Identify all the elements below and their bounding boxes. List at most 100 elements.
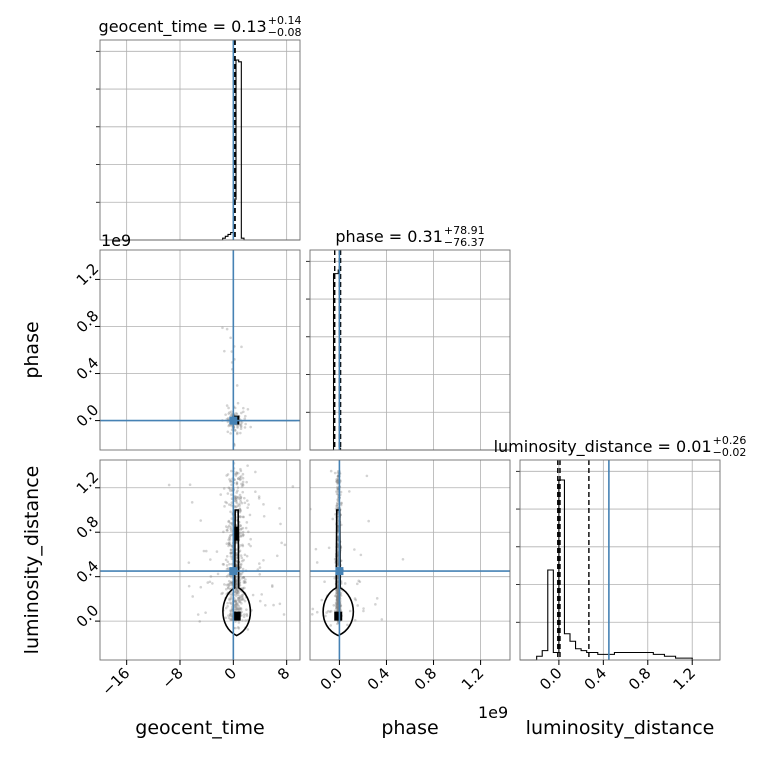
sample-point [229, 521, 232, 525]
sample-point [227, 503, 231, 506]
sample-point [331, 517, 335, 521]
density-contour [322, 509, 354, 637]
sample-point [235, 586, 238, 589]
sample-point [380, 618, 384, 621]
sample-point [241, 567, 245, 571]
sample-point [237, 598, 241, 602]
sample-point [235, 481, 239, 484]
sample-point [224, 558, 228, 562]
sample-point [320, 598, 324, 602]
sample-point [242, 579, 246, 583]
sample-point [241, 515, 245, 519]
sample-point [239, 528, 243, 531]
sample-point [242, 533, 245, 537]
sample-point [335, 602, 338, 606]
sample-point [335, 603, 338, 606]
sample-point [335, 607, 339, 610]
sample-point [235, 603, 238, 606]
sample-point [236, 598, 240, 602]
sample-point [238, 475, 242, 479]
sample-point [187, 584, 191, 588]
sample-point [336, 601, 339, 605]
sample-point [314, 547, 318, 551]
sample-point [239, 535, 243, 538]
sample-point [291, 485, 295, 488]
title-plus: +0.14 [268, 14, 302, 27]
sample-point [227, 538, 230, 542]
density-peak [232, 611, 241, 621]
sample-point [237, 621, 241, 624]
sample-point [167, 483, 171, 487]
sample-point [242, 406, 245, 410]
sample-point [237, 607, 240, 611]
sample-point [244, 414, 247, 418]
sample-point [336, 600, 339, 604]
sample-point [227, 584, 231, 588]
sample-point [236, 603, 240, 606]
sample-point [241, 586, 245, 590]
sample-point [216, 431, 219, 434]
sample-point [239, 563, 242, 567]
sample-point [240, 482, 243, 486]
sample-point [280, 541, 283, 545]
sample-point [336, 485, 339, 489]
sample-point [335, 605, 339, 609]
sample-point [230, 593, 234, 597]
sample-point [228, 587, 232, 591]
sample-point [230, 529, 233, 533]
sample-point [236, 593, 240, 596]
sample-point [336, 502, 340, 506]
sample-point [235, 584, 239, 587]
sample-point [238, 478, 242, 482]
sample-point [335, 595, 339, 599]
sample-point [234, 474, 238, 477]
title-minus: −0.02 [713, 446, 747, 459]
sample-point [249, 544, 252, 548]
sample-point [188, 483, 192, 487]
histogram-step [100, 59, 300, 241]
sample-point [221, 562, 225, 566]
sample-point [238, 549, 242, 553]
sample-point [226, 567, 230, 570]
sample-point [224, 606, 228, 610]
sample-point [336, 595, 340, 598]
sample-point [336, 487, 340, 491]
sample-point [247, 530, 250, 534]
sample-point [359, 553, 363, 557]
sample-point [329, 609, 333, 613]
sample-point [240, 594, 244, 597]
sample-point [228, 535, 232, 539]
sample-point [272, 603, 275, 607]
sample-point [325, 611, 328, 614]
sample-point [240, 411, 243, 415]
sample-point [257, 497, 261, 500]
sample-point [235, 481, 239, 485]
sample-point [335, 501, 339, 505]
sample-point [238, 596, 242, 600]
sample-point [335, 591, 339, 595]
sample-point [251, 593, 255, 597]
sample-point [315, 561, 319, 564]
sample-point [262, 558, 265, 562]
sample-point [336, 608, 339, 612]
sample-point [227, 524, 231, 528]
sample-point [246, 464, 249, 467]
sample-point [249, 425, 252, 429]
sample-point [235, 491, 239, 494]
sample-point [278, 507, 281, 510]
sample-point [237, 591, 241, 594]
sample-point [233, 599, 237, 603]
sample-point [229, 336, 232, 340]
sample-point [229, 432, 232, 435]
sample-point [235, 581, 238, 585]
x-axis-label: luminosity_distance [526, 717, 715, 739]
sample-point [245, 608, 248, 611]
sample-point [365, 474, 369, 478]
sample-point [335, 588, 338, 592]
sample-point [219, 493, 223, 496]
sample-point [228, 480, 232, 483]
sample-point [336, 596, 339, 599]
sample-point [240, 602, 243, 605]
sample-point [235, 583, 238, 587]
sample-point [230, 580, 233, 584]
